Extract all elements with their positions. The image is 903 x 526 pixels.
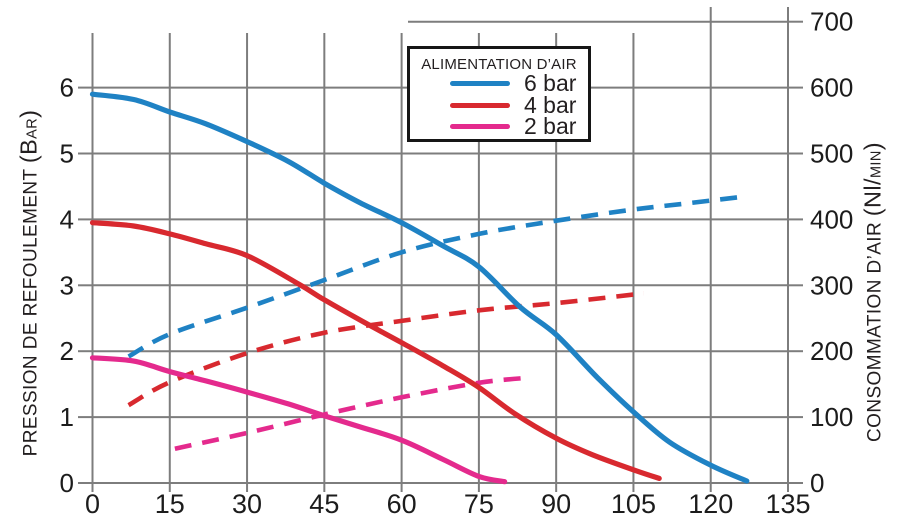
x-axis-tick-label: 105 xyxy=(611,489,656,519)
legend-swatch-6bar-line xyxy=(450,81,510,87)
curve-4-bar-consommation-d-air xyxy=(127,290,646,408)
right-axis-tick-label: 500 xyxy=(810,139,853,169)
right-axis-tick-label: 100 xyxy=(810,402,853,432)
x-axis-tick-label: 30 xyxy=(232,489,262,519)
curve-6-bar-consommation-d-air xyxy=(127,194,748,359)
left-axis-title: PRESSION DE REFOULEMENT (BAR) xyxy=(15,109,42,457)
legend-item-4bar: 4 bar xyxy=(410,91,588,118)
x-axis-tick-label: 60 xyxy=(387,489,417,519)
curve-4-bar-pression xyxy=(89,220,662,481)
x-axis-tick-label: 45 xyxy=(309,489,339,519)
left-axis-tick-label: 0 xyxy=(60,468,74,498)
x-axis-tick-label: 15 xyxy=(155,489,185,519)
left-axis-tick-label: 3 xyxy=(60,270,74,300)
legend-label-6bar: 6 bar xyxy=(524,70,577,97)
legend-item-2bar: 2 bar xyxy=(410,113,588,140)
legend-label-2bar: 2 bar xyxy=(524,113,577,140)
left-axis-tick-label: 4 xyxy=(60,204,74,234)
x-axis-tick-label: 90 xyxy=(541,489,571,519)
right-axis-tick-label: 400 xyxy=(810,204,853,234)
legend-item-6bar: 6 bar xyxy=(410,70,588,97)
x-axis-tick-label: 135 xyxy=(765,489,810,519)
legend-label-4bar: 4 bar xyxy=(524,91,577,118)
legend-swatch-4bar-line xyxy=(450,102,510,108)
right-axis-title: CONSOMMATION D’AIR (Nl/MIN) xyxy=(859,142,886,442)
left-axis-tick-label: 2 xyxy=(60,336,74,366)
curve-2-bar-pression xyxy=(89,355,508,485)
right-axis-tick-label: 300 xyxy=(810,270,853,300)
x-axis-tick-label: 75 xyxy=(464,489,494,519)
legend: ALIMENTATION D’AIR 6 bar 4 bar 2 bar xyxy=(407,46,591,142)
curve-2-bar-consommation-d-air xyxy=(174,375,531,451)
right-axis-tick-label: 0 xyxy=(810,468,824,498)
right-axis-tick-label: 700 xyxy=(810,7,853,37)
legend-swatch-2bar-line xyxy=(450,124,510,130)
x-axis-tick-label: 0 xyxy=(85,489,100,519)
curve-6-bar-pression xyxy=(89,91,750,484)
right-axis-tick-label: 600 xyxy=(810,73,853,103)
legend-title: ALIMENTATION D’AIR xyxy=(421,56,577,73)
left-axis-tick-label: 5 xyxy=(60,139,74,169)
left-axis-tick-label: 1 xyxy=(60,402,74,432)
x-axis-tick-label: 120 xyxy=(688,489,733,519)
left-axis-tick-label: 6 xyxy=(60,73,74,103)
right-axis-tick-label: 200 xyxy=(810,336,853,366)
